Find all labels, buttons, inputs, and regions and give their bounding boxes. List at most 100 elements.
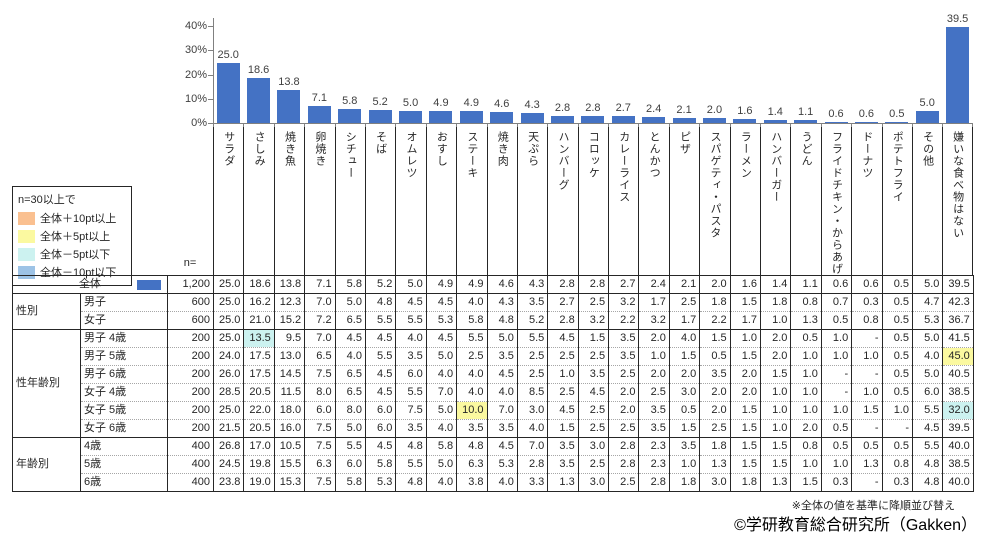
category-label-text: うどん <box>800 131 813 167</box>
table-cell: 5.0 <box>425 347 458 366</box>
bar-column: 5.0 <box>912 97 942 123</box>
category-label-text: 嫌いな食べ物はない <box>951 131 964 239</box>
table-cell: 4.5 <box>425 293 458 312</box>
table-cell: 4.5 <box>486 437 518 456</box>
table-cell: 2.5 <box>547 347 579 366</box>
table-cell: 7.5 <box>395 401 427 420</box>
bar-column: 2.0 <box>699 104 729 123</box>
table-cell: 4.5 <box>425 329 458 348</box>
table-cell: 1.5 <box>760 455 792 474</box>
table-cell: 6.0 <box>395 365 427 384</box>
category-label: コロッケ <box>577 127 608 275</box>
table-cell: 5.0 <box>425 401 458 420</box>
table-cell: 2.0 <box>760 347 792 366</box>
x-axis-tick <box>486 123 517 127</box>
category-label: さしみ <box>243 127 273 275</box>
table-cell: 5.5 <box>334 437 366 456</box>
table-cell: 5.2 <box>364 275 397 294</box>
category-label: ステーキ <box>456 127 486 275</box>
table-cell: 0.5 <box>881 383 913 402</box>
category-label-text: ラーメン <box>739 131 752 179</box>
table-cell: 5.3 <box>364 473 397 492</box>
table-cell: 7.1 <box>304 275 336 294</box>
table-cell: 1.3 <box>547 473 579 492</box>
table-cell: 3.3 <box>516 473 549 492</box>
table-cell: 2.5 <box>577 347 610 366</box>
bar-column: 2.8 <box>547 102 577 123</box>
table-cell: 42.3 <box>942 293 974 312</box>
table-row: 女子 5歳 200 25.0 22.0 18.0 6.0 8.0 6.0 7.5 5.0 10.0 7… <box>13 401 974 420</box>
bar <box>611 116 635 123</box>
bar-column: 25.0 <box>213 49 243 123</box>
table-cell: 39.5 <box>942 419 974 438</box>
table-cell: 3.5 <box>638 401 670 420</box>
table-cell: 5.0 <box>425 455 458 474</box>
table-cell: 5.3 <box>425 311 458 330</box>
table-cell: 1.7 <box>729 311 762 330</box>
table-cell: 1.5 <box>729 419 762 438</box>
row-group-label: 性別 <box>12 293 81 330</box>
table-cell: 4.0 <box>516 419 549 438</box>
table-cell: 2.5 <box>516 347 549 366</box>
table-cell: 1.7 <box>638 293 670 312</box>
table-cell: 2.1 <box>668 275 701 294</box>
legend-item: 全体－5pt以下 <box>18 246 126 262</box>
table-cell: 7.5 <box>304 365 336 384</box>
table-cell: 4.3 <box>516 275 549 294</box>
table-cell: 4.8 <box>486 311 518 330</box>
bar-value-label: 5.0 <box>919 96 935 109</box>
table-cell: 12.3 <box>273 293 306 312</box>
table-cell: 2.5 <box>547 383 579 402</box>
table-cell: 3.5 <box>547 437 579 456</box>
x-axis-ticks <box>213 123 973 127</box>
table-cell: 2.8 <box>516 455 549 474</box>
table-cell: - <box>820 365 853 384</box>
table-cell: 26.0 <box>212 365 245 384</box>
table-cell: 0.8 <box>790 293 822 312</box>
table-cell: 1.0 <box>760 419 792 438</box>
table-cell: 2.5 <box>699 419 731 438</box>
table-cell: 2.5 <box>577 419 610 438</box>
table-cell: 15.2 <box>273 311 306 330</box>
table-cell: 0.5 <box>851 437 883 456</box>
table-cell: 3.2 <box>638 311 670 330</box>
table-cell: 25.0 <box>212 293 245 312</box>
table-cell: 1.5 <box>790 473 822 492</box>
table-cell: 0.5 <box>881 329 913 348</box>
data-table: 全体 1,200 25.0 18.6 13.8 7.1 5.8 5.2 5.0 4.9 4.9 4.6… <box>12 275 974 492</box>
table-cell: - <box>851 329 883 348</box>
table-cell: 5.5 <box>364 347 397 366</box>
bar <box>885 121 909 123</box>
table-cell: 7.5 <box>304 437 336 456</box>
table-cell: 40.0 <box>942 437 974 456</box>
category-label-text: 天ぷら <box>526 131 539 167</box>
table-cell: 3.5 <box>577 365 610 384</box>
bar-value-label: 2.0 <box>706 104 723 117</box>
table-cell: 4.8 <box>456 437 488 456</box>
table-cell: 5.5 <box>395 383 427 402</box>
table-cell: 2.0 <box>699 275 731 294</box>
legend-label: 全体＋5pt以上 <box>40 231 111 243</box>
y-axis-tick <box>208 74 213 76</box>
table-cell: 15.3 <box>273 473 306 492</box>
table-cell: 0.5 <box>881 347 913 366</box>
x-axis-tick <box>456 123 486 127</box>
table-cell: 1.0 <box>760 401 792 420</box>
table-cell: 2.5 <box>608 419 640 438</box>
table-cell: 3.5 <box>486 347 518 366</box>
category-label-text: ハンバーグ <box>556 131 569 191</box>
category-label-text: カレーライス <box>617 131 630 203</box>
plot-area: 25.0 18.6 13.8 7.1 5.8 5.2 5.0 4.9 4.9 4.6 4.3 2.8 2… <box>213 0 973 123</box>
table-cell: 6.0 <box>364 401 397 420</box>
table-cell: 3.0 <box>516 401 549 420</box>
bar-value-label: 4.9 <box>433 97 449 110</box>
y-axis-label: 30% <box>184 44 207 57</box>
row-label: 女子 5歳 <box>80 401 168 420</box>
table-cell: 6.5 <box>334 383 366 402</box>
x-axis-tick <box>668 123 699 127</box>
table-cell: - <box>851 473 883 492</box>
table-cell: 4.5 <box>364 365 397 384</box>
table-cell: 32.0 <box>942 401 974 420</box>
bar-column: 4.9 <box>426 97 456 123</box>
